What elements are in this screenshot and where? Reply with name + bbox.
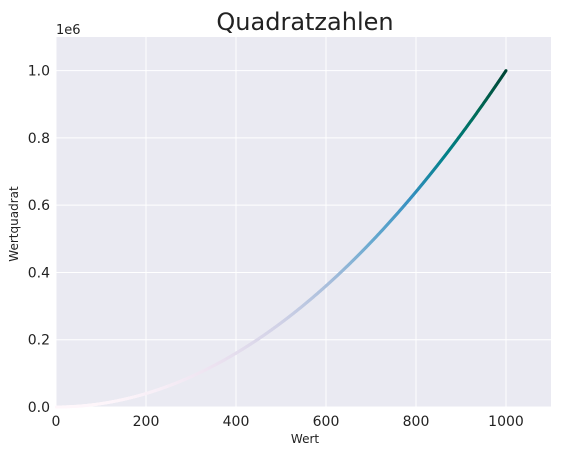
x-tick-label: 400 — [223, 414, 250, 430]
y-tick-label: 0.8 — [28, 131, 50, 147]
grid — [55, 37, 551, 408]
data-point — [504, 69, 508, 73]
y-tick-label: 0.0 — [28, 400, 50, 416]
x-tick-label: 600 — [313, 414, 340, 430]
data-points — [54, 69, 508, 409]
chart-title: Quadratzahlen — [216, 8, 393, 36]
x-tick-label: 800 — [403, 414, 430, 430]
y-tick-label: 0.4 — [28, 265, 50, 281]
y-offset-label: 1e6 — [56, 23, 81, 38]
x-tick-labels: 0 200 400 600 800 1000 — [52, 414, 524, 430]
y-tick-label: 0.6 — [28, 198, 50, 214]
y-axis-label: Wertquadrat — [7, 186, 21, 262]
y-tick-label: 1.0 — [28, 64, 50, 80]
y-tick-label: 0.2 — [28, 333, 50, 349]
x-tick-label: 1000 — [488, 414, 524, 430]
y-tick-labels: 0.0 0.2 0.4 0.6 0.8 1.0 — [28, 64, 50, 416]
x-tick-label: 0 — [52, 414, 61, 430]
x-tick-label: 200 — [133, 414, 160, 430]
x-axis-label: Wert — [291, 432, 319, 446]
plot-area — [56, 37, 551, 407]
